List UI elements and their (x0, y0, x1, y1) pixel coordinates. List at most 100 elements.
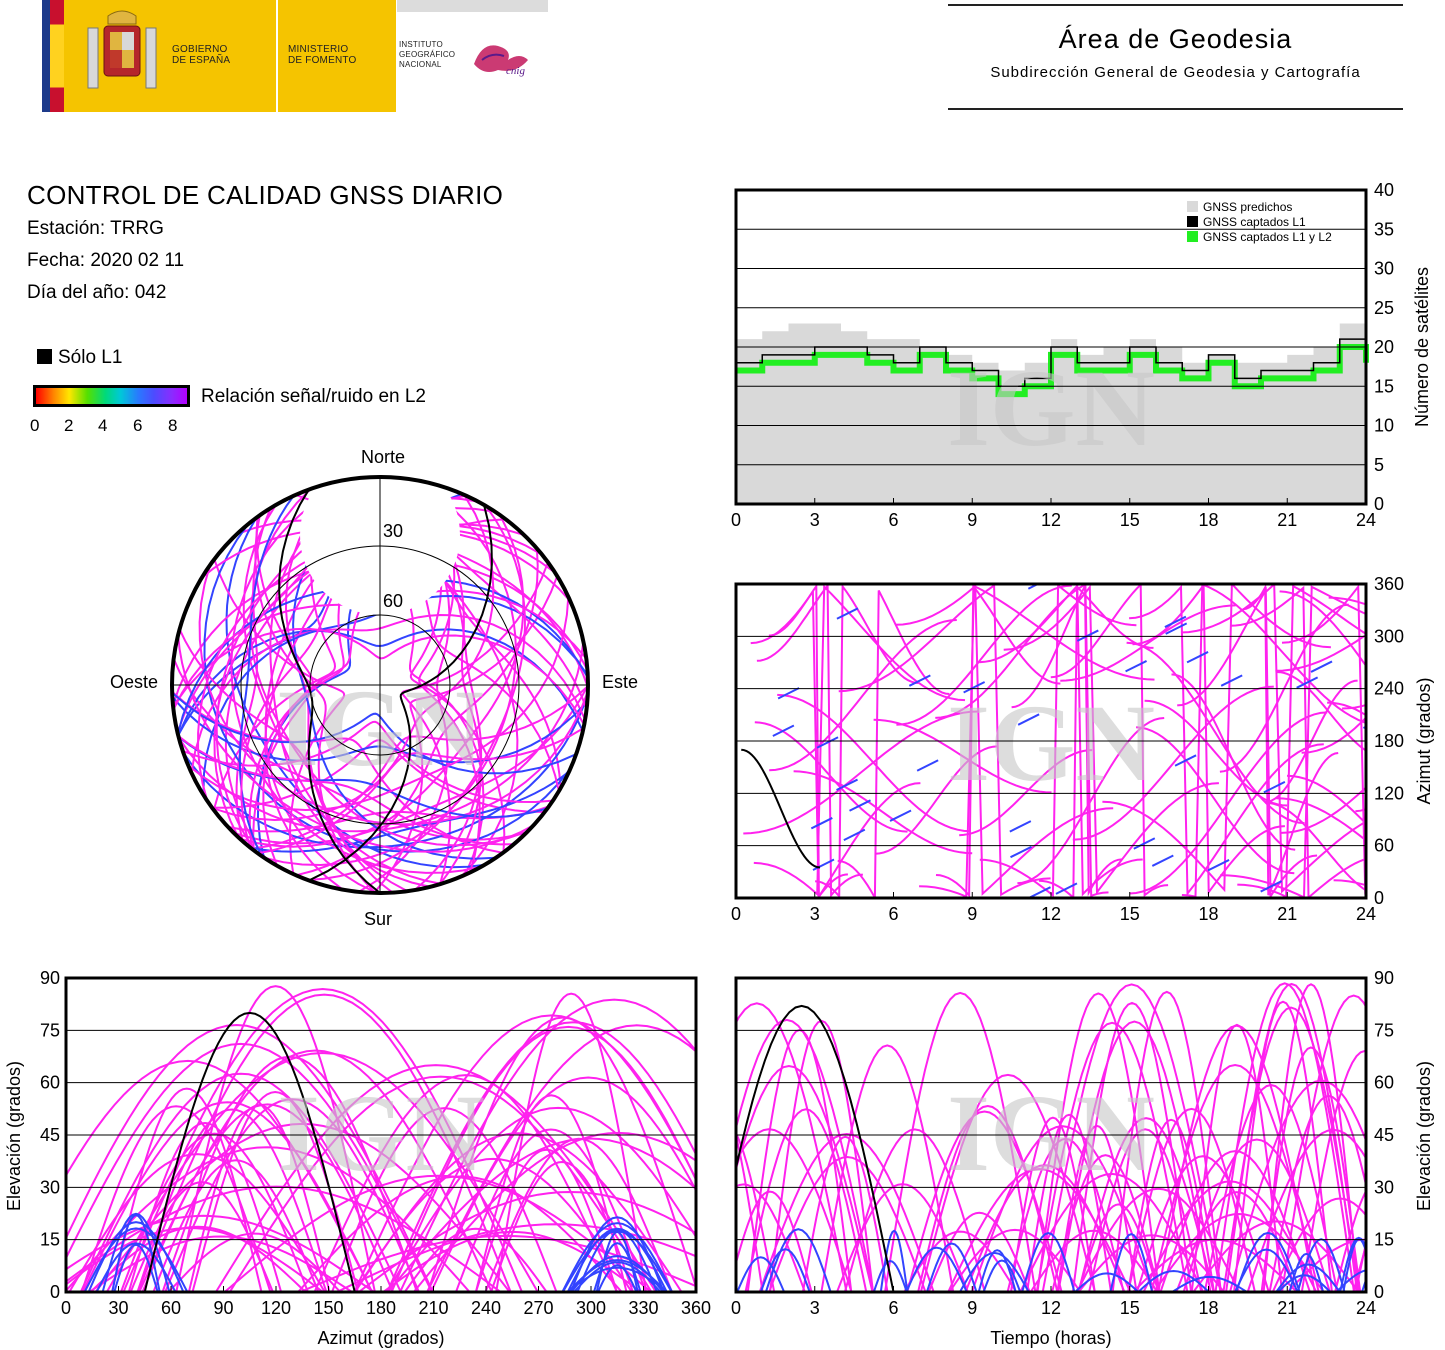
x-tick-label: 90 (213, 1298, 233, 1318)
y-tick-label: 240 (1374, 679, 1404, 699)
y-tick-label: 60 (40, 1073, 60, 1093)
x-tick-label: 0 (731, 510, 741, 530)
satellite-track (815, 584, 919, 898)
y-tick-label: 45 (40, 1125, 60, 1145)
report-title: CONTROL DE CALIDAD GNSS DIARIO (27, 180, 504, 210)
satellite-track (917, 1104, 1059, 1292)
low-snr-track (1288, 1252, 1325, 1292)
legend-swatch (1187, 201, 1198, 212)
watermark: IGN (277, 1072, 485, 1194)
low-snr-segment (1151, 854, 1174, 867)
satellite-track (66, 1023, 434, 1292)
satellite-track (175, 985, 376, 1292)
satellite-track (736, 1190, 813, 1292)
y-tick-label: 5 (1374, 455, 1384, 475)
satellite-track (251, 685, 588, 850)
x-tick-label: 3 (810, 904, 820, 924)
satellite-track (172, 627, 586, 726)
x-tick-label: 6 (888, 1298, 898, 1318)
satellite-track (895, 584, 1114, 896)
satellite-track (172, 691, 504, 854)
satellite-track (1279, 590, 1366, 668)
x-tick-label: 180 (366, 1298, 396, 1318)
low-snr-segment (836, 778, 858, 791)
low-snr-track (562, 1230, 673, 1292)
satellite-tracks (172, 477, 588, 893)
satellite-track (127, 1121, 283, 1292)
low-snr-segment (772, 724, 795, 737)
watermark-text: IGN (947, 347, 1155, 469)
x-tick-label: 30 (108, 1298, 128, 1318)
x-ticks: 0 3 6 9 12 15 18 21 24 (731, 892, 1376, 924)
x-tick-label: 3 (810, 510, 820, 530)
low-snr-segment (889, 809, 912, 822)
y-tick-label: 0 (50, 1282, 60, 1302)
y-tick-label: 180 (1374, 731, 1404, 751)
satellite-track (743, 710, 979, 835)
satellite-track (1144, 699, 1288, 807)
satellite-track (297, 1175, 623, 1292)
satellite-track (1077, 1117, 1215, 1292)
satellite-track (1026, 1113, 1112, 1292)
satellite-track (896, 584, 1072, 726)
satellite-track (884, 991, 1037, 1292)
satellite-track (331, 1107, 558, 1292)
y-tick-label: 10 (1374, 416, 1394, 436)
x-tick-label: 12 (1041, 1298, 1061, 1318)
x-tick-label: 6 (888, 510, 898, 530)
low-snr-track (597, 1264, 638, 1292)
low-snr-segment (1125, 660, 1148, 673)
y-tick-label: 0 (1374, 494, 1384, 514)
satellite-track (1077, 1203, 1160, 1292)
x-tick-label: 210 (418, 1298, 448, 1318)
cnig-text: cnig (506, 65, 525, 77)
satellite-track (1286, 774, 1366, 826)
satellite-track (399, 998, 696, 1292)
x-tick-label: 21 (1277, 510, 1297, 530)
satellite-track (1072, 685, 1274, 841)
x-tick-label: 0 (731, 904, 741, 924)
satellite-track (172, 691, 577, 775)
low-snr-segment (908, 674, 931, 687)
satellite-track (215, 1064, 657, 1292)
x-axis-label: Azimut (grados) (317, 1328, 444, 1348)
satellite-track (202, 594, 588, 795)
ring-label-30: 30 (383, 521, 403, 541)
snr-tick: 6 (133, 416, 143, 435)
x-tick-label: 15 (1120, 904, 1140, 924)
y-tick-label: 90 (40, 968, 60, 988)
y-axis-label: Número de satélites (1412, 267, 1432, 427)
grid-lines (736, 635, 1366, 847)
direction-east: Este (602, 672, 638, 692)
solo-l1-swatch (37, 349, 52, 364)
y-ticks: 0 60 120 180 240 300 360 (1374, 574, 1404, 908)
satellite-track (1229, 1079, 1366, 1292)
satellite-track (736, 1002, 848, 1292)
x-tick-label: 270 (523, 1298, 553, 1318)
satellite-track (1237, 584, 1366, 898)
x-tick-label: 9 (967, 1298, 977, 1318)
satellite-track (1142, 1180, 1318, 1292)
satellite-track (736, 1064, 874, 1292)
satellite-track (307, 505, 526, 881)
low-snr-track (925, 1242, 978, 1292)
snr-tick: 0 (30, 416, 40, 435)
low-snr-track (101, 1212, 171, 1292)
satellite-track (919, 1073, 1096, 1292)
low-snr-segment (1010, 845, 1032, 859)
satellite-track (299, 1234, 696, 1292)
low-snr-track (1074, 1272, 1140, 1292)
legend-swatch (1187, 216, 1198, 227)
satellite-track (1129, 711, 1328, 895)
satellite-track (242, 504, 442, 885)
watermark-text: IGN (277, 1072, 485, 1194)
satellite-track (1281, 584, 1366, 895)
satellite-tracks (736, 982, 1366, 1292)
satellite-track (141, 1103, 394, 1292)
x-tick-label: 15 (1120, 510, 1140, 530)
satellite-track (1180, 584, 1366, 894)
satellite-track (843, 1128, 986, 1292)
y-axis-label: Azimut (grados) (1414, 677, 1434, 804)
satellite-track (1010, 1116, 1096, 1292)
